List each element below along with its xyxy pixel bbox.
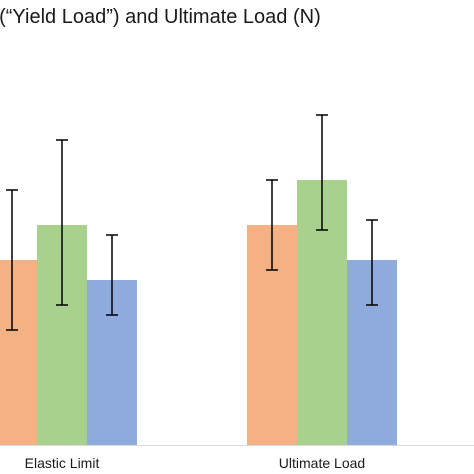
error-bar-2-3 — [366, 219, 378, 306]
bars-layer — [0, 180, 397, 445]
error-bars-layer — [6, 114, 378, 331]
chart-title: : (“Yield Load”) and Ultimate Load (N) — [0, 6, 321, 28]
error-bar-2-1 — [266, 179, 278, 271]
bar-1-1 — [0, 260, 37, 445]
error-bar-1-2 — [56, 139, 68, 306]
error-bar-1-1 — [6, 189, 18, 331]
error-bar-2-2 — [316, 114, 328, 231]
error-bar-1-3 — [106, 234, 118, 316]
category-labels-layer: Elastic Limit Ultimate Load — [25, 455, 366, 471]
category-label-1: Elastic Limit — [25, 455, 100, 471]
category-label-2: Ultimate Load — [279, 455, 365, 471]
